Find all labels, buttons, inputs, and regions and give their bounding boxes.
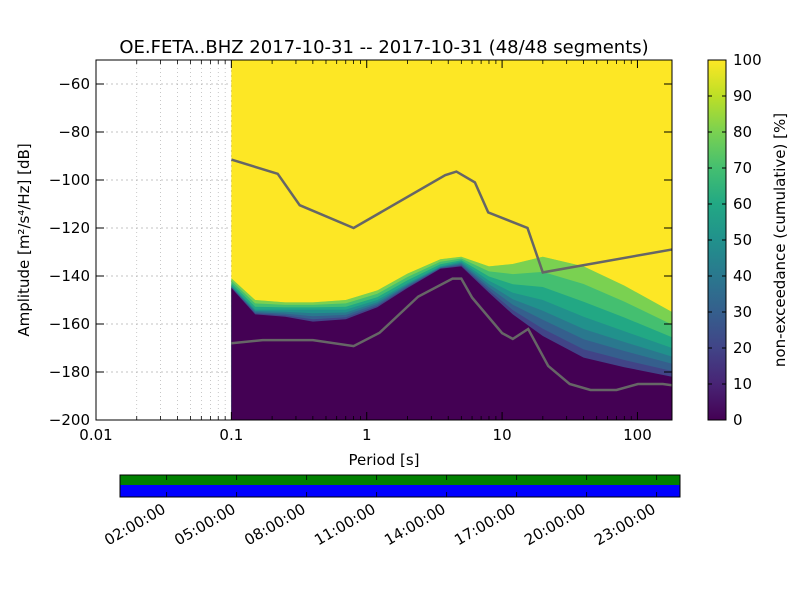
x-tick-label: 0.01: [79, 426, 112, 444]
timeline-tick-label: 17:00:00: [451, 500, 518, 549]
y-tick-label: −120: [49, 219, 90, 237]
colorbar-tick-label: 60: [733, 195, 752, 213]
colorbar-tick-label: 10: [733, 375, 752, 393]
colorbar-tick-label: 40: [733, 267, 752, 285]
colorbar-label: non-exceedance (cumulative) [%]: [771, 113, 789, 367]
colorbar-tick-label: 0: [733, 411, 743, 429]
timeline-tick-label: 20:00:00: [521, 500, 588, 549]
colorbar: 0 10 20 30 40 50 60 70 80 90 100 non-exceedance (c…: [707, 51, 789, 429]
colorbar-tick-label: 80: [733, 123, 752, 141]
x-axis-label: Period [s]: [348, 451, 419, 469]
colorbar-tick-label: 50: [733, 231, 752, 249]
timeline-tick-label: 08:00:00: [241, 500, 308, 549]
x-tick-label: 100: [623, 426, 652, 444]
heatmap-band-0: [231, 266, 672, 420]
x-tick-label: 0.1: [219, 426, 243, 444]
colorbar-tick-label: 30: [733, 303, 752, 321]
x-axis-ticks: 0.01 0.1 1 10 100: [79, 60, 652, 444]
timeline-psd-row: [120, 475, 680, 485]
colorbar-tick-label: 90: [733, 87, 752, 105]
availability-timeline: 02:00:00 05:00:00 08:00:00 11:00:00 14:00:00…: [101, 474, 681, 549]
y-tick-label: −160: [49, 315, 90, 333]
x-tick-label: 10: [493, 426, 512, 444]
y-tick-label: −60: [58, 75, 90, 93]
x-tick-label: 1: [362, 426, 372, 444]
plot-area: 0.01 0.1 1 10 100 −60 −80 −100 −120 −140 −160 −180…: [49, 59, 673, 444]
colorbar-ticks: 0 10 20 30 40 50 60 70 80 90 100: [708, 51, 762, 429]
colorbar-tick-label: 20: [733, 339, 752, 357]
plot-frame: [95, 59, 673, 421]
y-tick-label: −140: [49, 267, 90, 285]
timeline-coverage-row: [120, 485, 680, 497]
y-tick-label: −200: [49, 411, 90, 429]
y-tick-label: −100: [49, 171, 90, 189]
y-tick-label: −80: [58, 123, 90, 141]
timeline-tick-label: 05:00:00: [171, 500, 238, 549]
chart-title: OE.FETA..BHZ 2017-10-31 -- 2017-10-31 (4…: [119, 37, 648, 58]
y-tick-label: −180: [49, 363, 90, 381]
noise-models: [231, 158, 672, 392]
colorbar-tick-label: 70: [733, 159, 752, 177]
psd-heatmap: [231, 60, 672, 420]
nlnm-line: [231, 277, 672, 392]
timeline-tick-label: 14:00:00: [381, 500, 448, 549]
y-axis-label: Amplitude [m²/s⁴/Hz] [dB]: [15, 143, 33, 336]
timeline-tick-label: 11:00:00: [311, 500, 378, 549]
timeline-frame: [119, 474, 681, 498]
nhnm-line: [231, 158, 672, 274]
timeline-tick-label: 02:00:00: [101, 500, 168, 549]
timeline-tick-label: 23:00:00: [591, 500, 658, 549]
y-axis-ticks: −60 −80 −100 −120 −140 −160 −180 −200: [49, 75, 672, 429]
colorbar-tick-label: 100: [733, 51, 762, 69]
